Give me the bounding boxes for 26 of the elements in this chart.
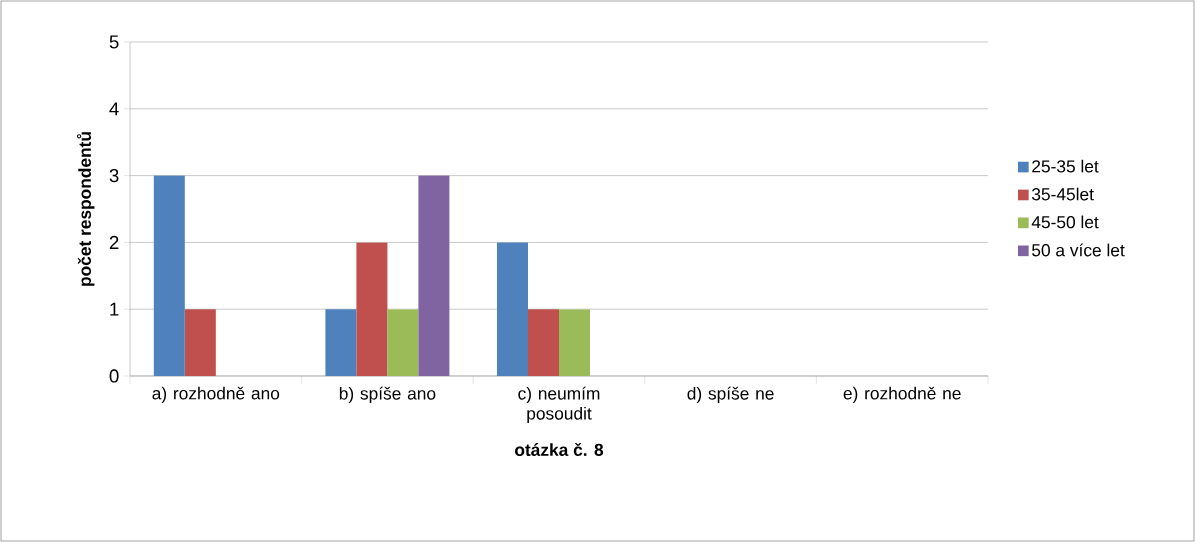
bar — [184, 309, 216, 376]
y-tick-label: 3 — [109, 168, 119, 183]
y-tick-label: 4 — [109, 102, 119, 116]
x-axis-title: otázka č. 8 — [515, 442, 604, 456]
y-tick-label: 1 — [110, 302, 119, 316]
bar — [325, 309, 357, 376]
bar — [497, 242, 528, 376]
y-tick-label: 5 — [109, 35, 119, 49]
bar — [387, 309, 419, 376]
x-tick-label: e) rozhodně ne — [843, 386, 961, 403]
legend-label: 50 a více let — [1032, 243, 1125, 257]
bar — [356, 242, 388, 376]
y-tick-label: 2 — [109, 235, 119, 249]
legend-label: 25-35 let — [1032, 159, 1099, 173]
bar — [153, 175, 185, 376]
bar — [528, 309, 559, 376]
x-tick-label: b) spíše ano — [339, 386, 436, 404]
y-tick-label: 0 — [109, 369, 119, 383]
legend-label: 45-50 let — [1031, 215, 1099, 229]
x-tick-label: d) spíše ne — [687, 386, 774, 404]
bar — [418, 175, 450, 376]
x-tick-label: c) neumím posoudit — [518, 386, 600, 424]
bar — [559, 309, 590, 376]
x-tick-label: a) rozhodně ano — [152, 386, 280, 403]
y-axis-title: počet respondentů — [76, 132, 95, 286]
legend-label: 35-45let — [1032, 187, 1094, 201]
